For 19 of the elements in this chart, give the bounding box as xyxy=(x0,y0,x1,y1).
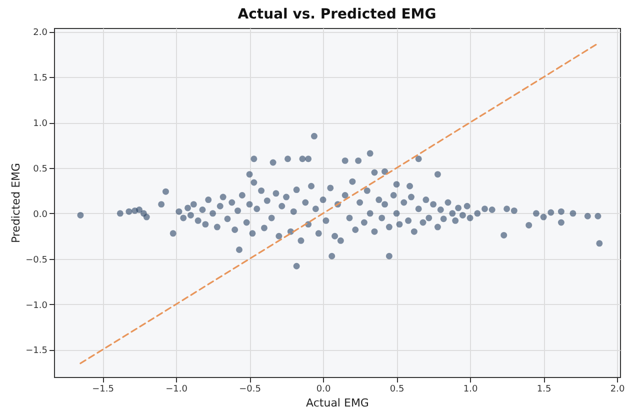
x-tick-label: 0.5 xyxy=(390,384,404,394)
y-tick-label: −1.5 xyxy=(26,346,48,356)
y-tick-label: 0.5 xyxy=(33,164,48,174)
y-tick-label: −0.5 xyxy=(26,255,48,266)
x-tick-label: −1.5 xyxy=(92,384,114,394)
x-tick-label: 1.0 xyxy=(463,384,478,394)
chart-title: Actual vs. Predicted EMG xyxy=(238,6,436,23)
y-tick-label: 1.0 xyxy=(33,119,48,130)
x-tick-label: 2.0 xyxy=(610,384,625,394)
y-tick-label: 0.0 xyxy=(33,210,48,220)
y-axis-title: Predicted EMG xyxy=(10,162,23,244)
x-tick-label: 1.5 xyxy=(536,384,552,394)
y-tick-label: −1.0 xyxy=(26,300,48,311)
x-tick-label: 0.0 xyxy=(316,384,331,394)
x-axis-title: Actual EMG xyxy=(306,396,369,410)
y-tick-label: 1.5 xyxy=(33,74,48,84)
y-tick-label: 2.0 xyxy=(33,28,48,38)
x-tick-label: −0.5 xyxy=(239,384,261,394)
x-tick-label: −1.0 xyxy=(166,384,188,394)
